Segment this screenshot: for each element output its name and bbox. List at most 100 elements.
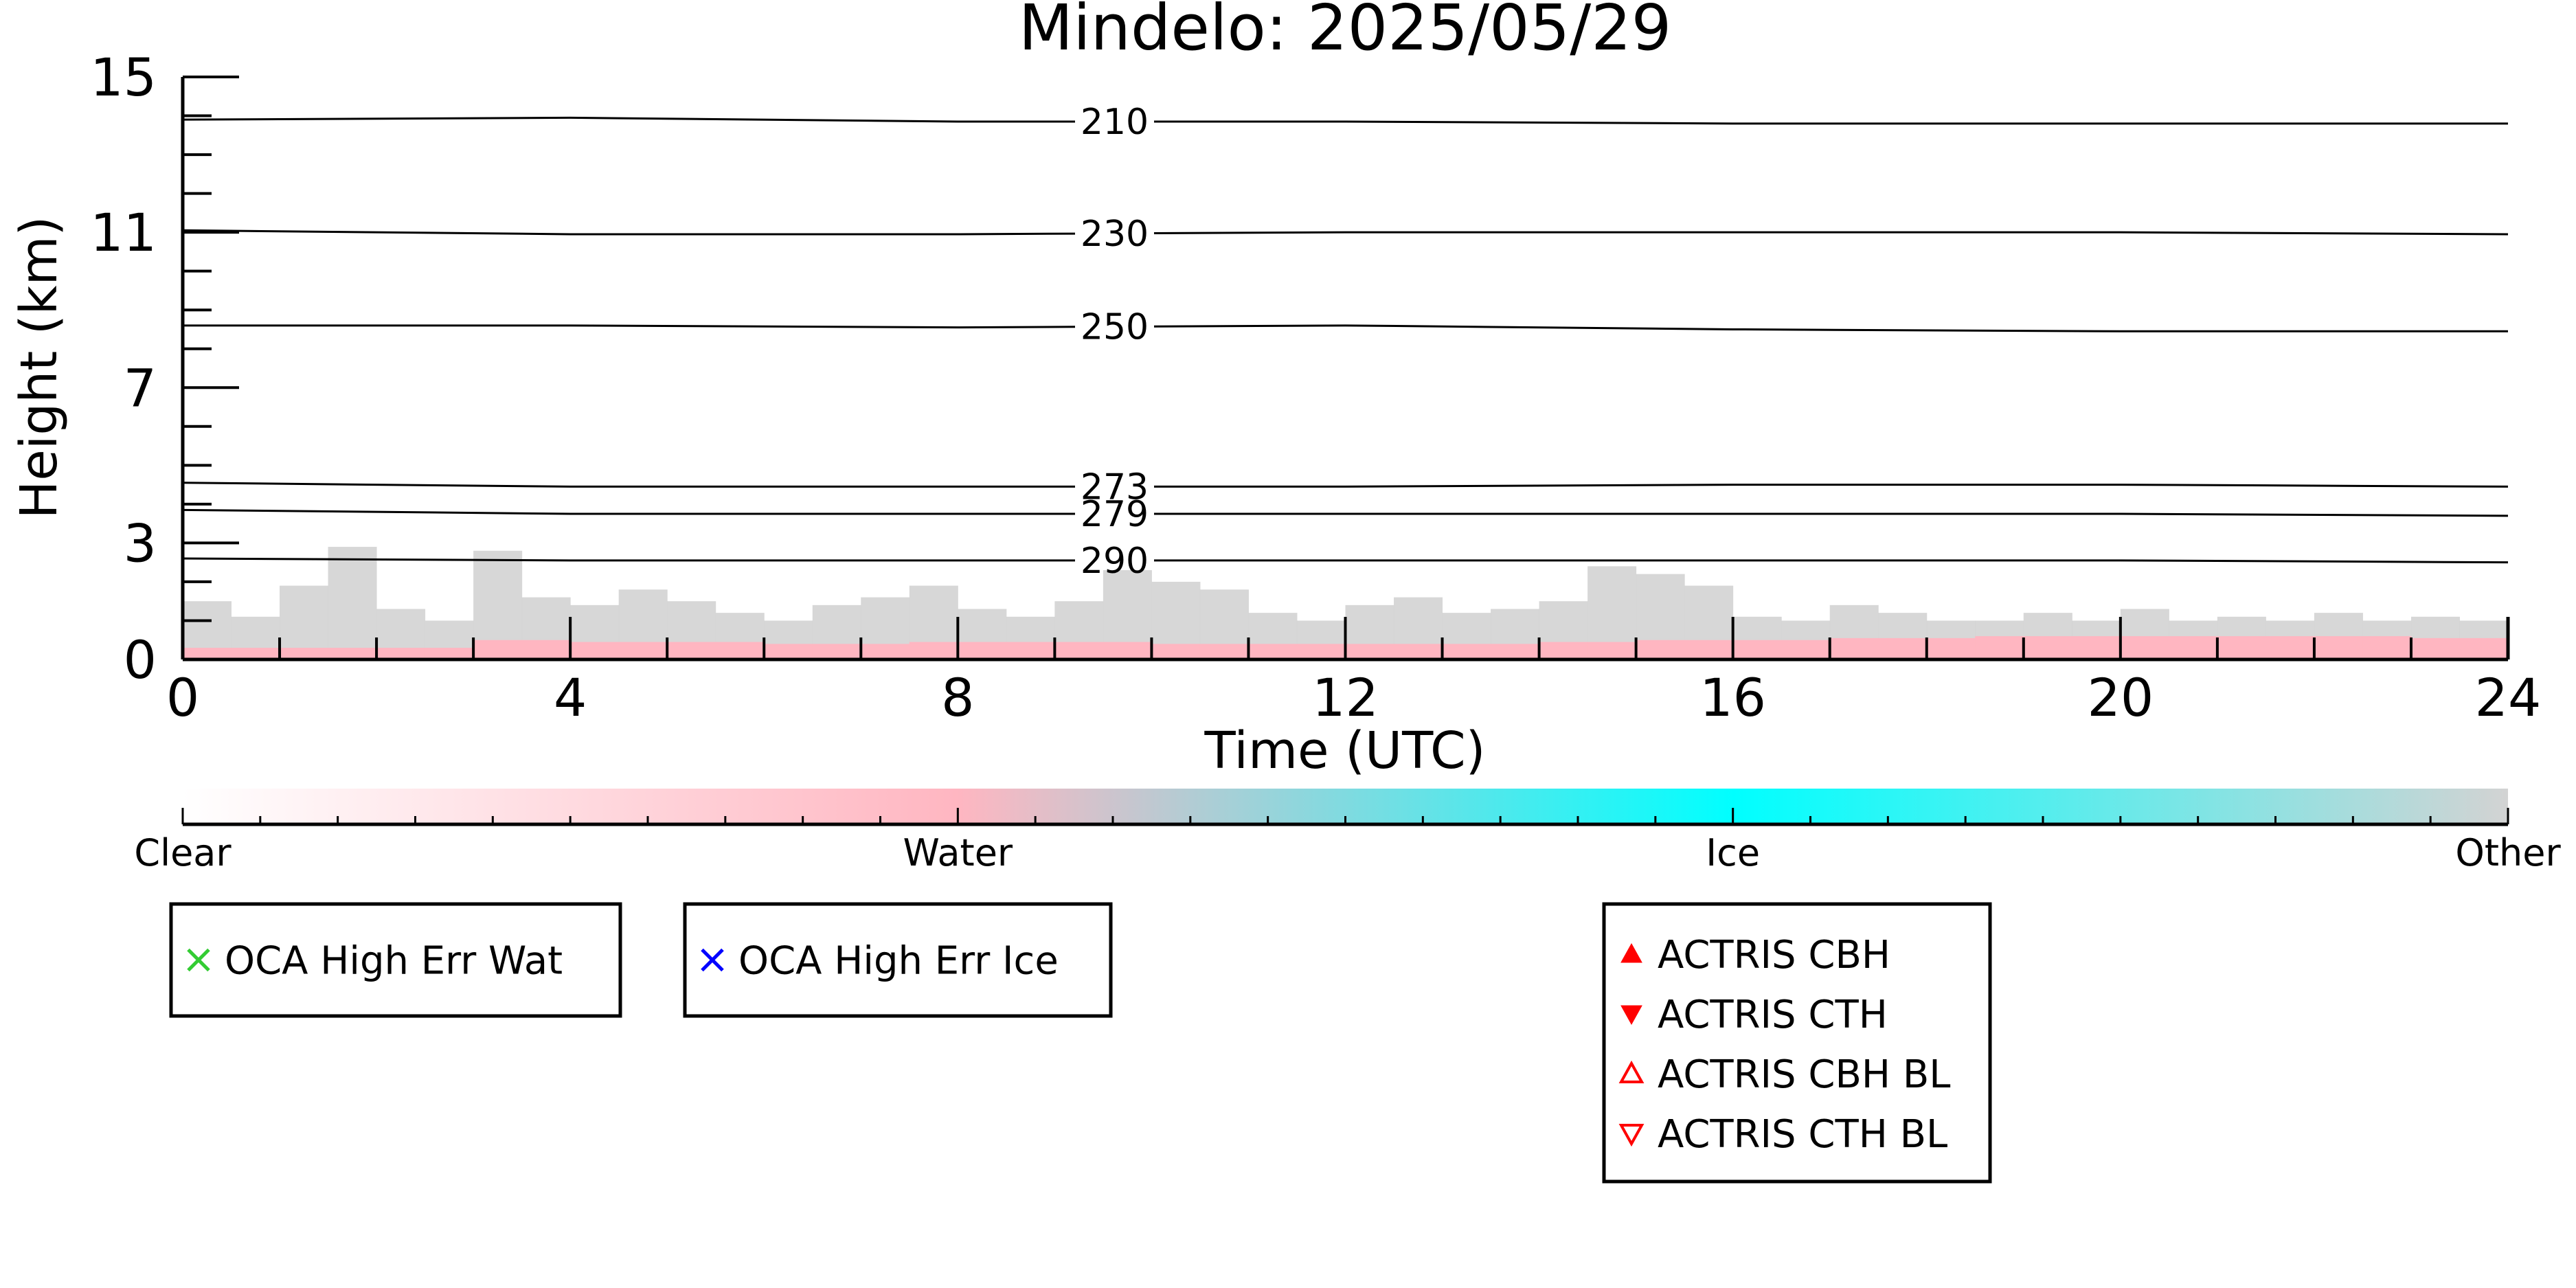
- isotherm-line: [1154, 120, 2508, 125]
- water-cloud-column: [1539, 642, 1588, 659]
- water-cloud-column: [2362, 636, 2412, 659]
- x-tick-label: 8: [941, 667, 974, 728]
- water-cloud-column: [1781, 640, 1831, 659]
- colorbar-ticks: [181, 808, 2509, 826]
- water-cloud-column: [1103, 642, 1152, 659]
- isotherm-label: 250: [1081, 306, 1149, 348]
- legend-marker-triangle: [1620, 1005, 1642, 1026]
- isotherm-line: [1154, 559, 2509, 564]
- isotherm-line: [182, 229, 1076, 236]
- isotherm-line: [1153, 231, 2509, 236]
- legend: OCA High Err Wat: [169, 902, 622, 1018]
- other-cloud-column: [328, 547, 377, 659]
- water-cloud-column: [1491, 644, 1540, 659]
- water-cloud-column: [1975, 636, 2024, 659]
- y-axis: 0 3 7 11 15: [90, 47, 239, 690]
- legend-box: [683, 902, 1113, 1018]
- water-cloud-column: [2072, 636, 2121, 659]
- water-cloud-column: [570, 642, 620, 659]
- x-axis-label: Time (UTC): [1204, 721, 1485, 780]
- legend-item-label: OCA High Err Wat: [225, 939, 563, 984]
- water-cloud-column: [1345, 644, 1394, 659]
- colorbar: Clear Water Ice Other: [134, 789, 2561, 874]
- legends: OCA High Err Wat OCA High Err Ice ACTRIS C…: [169, 902, 1992, 1184]
- legend-marker-triangle: [1620, 942, 1642, 963]
- isotherm-line: [1154, 512, 2509, 517]
- water-cloud-column: [2459, 637, 2509, 659]
- water-cloud-column: [280, 648, 329, 659]
- water-cloud-column: [2120, 636, 2169, 659]
- y-axis-label: Height (km): [10, 216, 69, 519]
- legend: OCA High Err Ice: [683, 902, 1113, 1018]
- colorbar-label: Ice: [1706, 831, 1760, 874]
- x-tick-label: 16: [1699, 667, 1766, 728]
- legend-marker-triangle: [1618, 1060, 1645, 1083]
- legend-item-label: ACTRIS CTH BL: [1658, 1112, 1947, 1157]
- isotherm-label: 210: [1081, 102, 1149, 143]
- water-cloud-column: [1684, 640, 1734, 659]
- water-cloud-column: [1151, 644, 1201, 659]
- isotherm-line: [1154, 484, 2509, 488]
- legend-marker-x: [187, 948, 210, 972]
- water-cloud-column: [764, 644, 813, 659]
- water-cloud-column: [1006, 642, 1055, 659]
- isotherm-line: [183, 324, 1076, 329]
- isotherm-line: [182, 116, 1075, 123]
- water-cloud-column: [1829, 637, 1879, 659]
- y-tick-label: 7: [124, 357, 157, 418]
- isotherm-line: [182, 482, 1075, 488]
- x-tick-label: 4: [554, 667, 587, 728]
- x-axis: 0 4 8 12 16 20 24: [166, 617, 2542, 728]
- water-cloud-column: [1636, 640, 1685, 659]
- water-cloud-column: [1588, 642, 1637, 659]
- legend-box: [169, 902, 622, 1018]
- water-cloud-column: [861, 644, 910, 659]
- water-cloud-column: [183, 648, 232, 659]
- y-tick-label: 15: [90, 47, 157, 108]
- isotherm-label: 230: [1081, 214, 1149, 255]
- water-cloud-column: [909, 642, 958, 659]
- water-cloud-column: [1296, 644, 1346, 659]
- water-cloud-column: [2314, 636, 2363, 659]
- water-cloud-column: [2217, 636, 2266, 659]
- chart-title: Mindelo: 2025/05/29: [1019, 0, 1672, 65]
- x-tick-label: 24: [2475, 667, 2542, 728]
- isotherm-line: [1153, 324, 2508, 332]
- water-cloud-column: [1394, 644, 1443, 659]
- legend-item-label: ACTRIS CBH: [1658, 933, 1890, 978]
- water-cloud-column: [2169, 636, 2218, 659]
- water-cloud-layer: [183, 636, 2509, 659]
- legend-item-label: OCA High Err Ice: [738, 939, 1059, 984]
- legend-item-label: ACTRIS CTH: [1658, 993, 1888, 1037]
- legend-box: [1602, 902, 1992, 1184]
- water-cloud-column: [1248, 644, 1298, 659]
- water-cloud-column: [2266, 636, 2315, 659]
- y-tick-label: 0: [124, 629, 157, 690]
- water-cloud-column: [2410, 637, 2460, 659]
- water-cloud-column: [1442, 644, 1491, 659]
- x-tick-label: 0: [166, 667, 199, 728]
- water-cloud-column: [1054, 642, 1104, 659]
- isotherm-label: 290: [1081, 541, 1149, 582]
- colorbar-label: Other: [2455, 831, 2561, 874]
- legend-item-label: ACTRIS CBH BL: [1658, 1052, 1950, 1097]
- colorbar-label: Water: [903, 831, 1013, 874]
- water-cloud-column: [2023, 636, 2072, 659]
- colorbar-label: Clear: [134, 831, 231, 874]
- y-tick-label: 3: [124, 512, 157, 574]
- legend: ACTRIS CBH ACTRIS CTH ACTRIS CBH BL ACTRIS …: [1602, 902, 1992, 1184]
- isotherm-label: 279: [1081, 494, 1149, 535]
- water-cloud-column: [715, 642, 765, 659]
- x-tick-label: 12: [1312, 667, 1379, 728]
- water-cloud-column: [1732, 640, 1782, 659]
- water-cloud-column: [958, 642, 1007, 659]
- water-cloud-column: [328, 648, 377, 659]
- legend-marker-x: [701, 948, 724, 972]
- water-cloud-column: [618, 642, 668, 659]
- water-cloud-column: [1926, 637, 1976, 659]
- water-cloud-column: [812, 644, 861, 659]
- x-tick-label: 20: [2087, 667, 2154, 728]
